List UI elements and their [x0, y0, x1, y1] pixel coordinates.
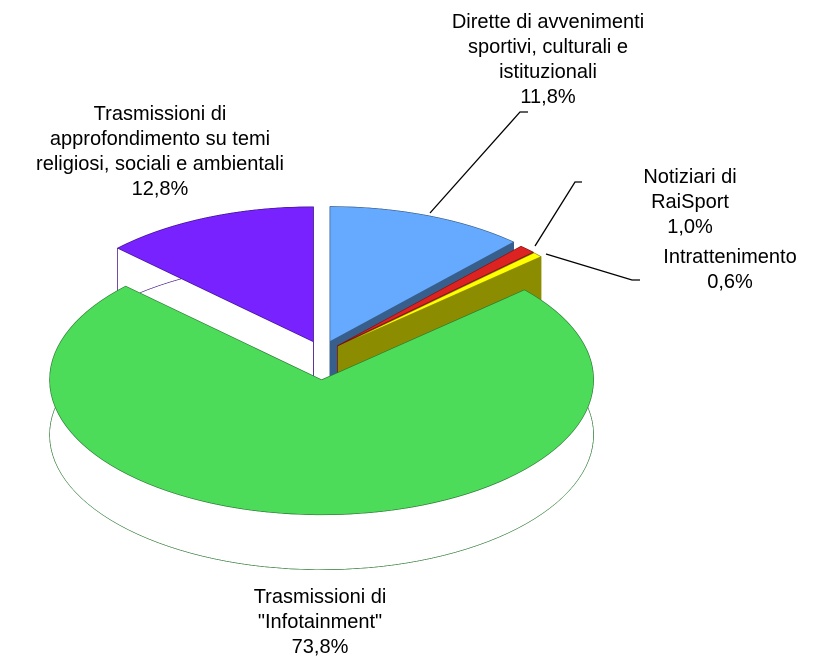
- leader-line: [534, 181, 582, 247]
- label-value: 73,8%: [291, 636, 349, 658]
- label-value: 1,0%: [667, 216, 713, 238]
- label-name: Intrattenimento: [663, 246, 797, 268]
- slice: [337, 245, 534, 347]
- label-name: Dirette di avvenimenti sportivi, cultura…: [451, 11, 645, 83]
- slice: [329, 206, 515, 343]
- leader-line: [545, 253, 640, 281]
- label-name: Trasmissioni di approfondimento su temi …: [36, 103, 284, 175]
- slice: [49, 285, 594, 516]
- label-name: Trasmissioni di "Infotainment": [253, 586, 387, 633]
- label-value: 0,6%: [707, 271, 753, 293]
- slice: [338, 252, 542, 347]
- label-value: 11,8%: [520, 86, 576, 108]
- slice-label: Trasmissioni di "Infotainment" 73,8%: [254, 585, 387, 660]
- slice-label: Intrattenimento 0,6%: [663, 245, 796, 295]
- label-name: Notiziari di RaiSport: [643, 166, 737, 213]
- slice-label: Notiziari di RaiSport 1,0%: [627, 165, 753, 240]
- leader-line: [429, 111, 528, 214]
- slice: [116, 206, 314, 343]
- leader-lines: [429, 111, 640, 281]
- pie: [49, 206, 594, 571]
- slice-label: Dirette di avvenimenti sportivi, cultura…: [452, 10, 644, 110]
- label-value: 12,8%: [131, 178, 189, 200]
- slice-label: Trasmissioni di approfondimento su temi …: [36, 102, 284, 202]
